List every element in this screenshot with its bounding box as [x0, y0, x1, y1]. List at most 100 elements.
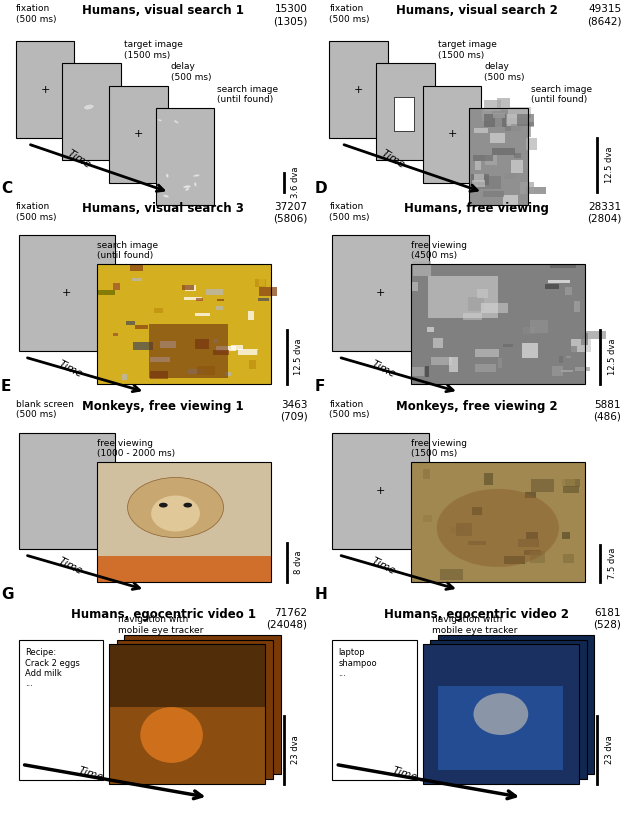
Bar	[574, 301, 580, 312]
Bar	[332, 640, 417, 780]
Text: 3463
(709): 3463 (709)	[280, 400, 308, 422]
Bar	[237, 349, 258, 355]
Text: +: +	[134, 129, 143, 139]
Bar	[149, 324, 228, 378]
Bar	[493, 113, 505, 118]
Bar	[449, 357, 458, 372]
Bar	[571, 339, 591, 353]
FancyBboxPatch shape	[330, 41, 388, 138]
Bar	[413, 261, 431, 276]
Text: Time: Time	[379, 148, 406, 171]
Text: F: F	[314, 379, 324, 394]
Text: target image
(1500 ms): target image (1500 ms)	[438, 40, 497, 59]
Bar	[548, 280, 570, 283]
Bar	[447, 362, 451, 364]
Bar	[248, 311, 255, 320]
Bar	[184, 297, 202, 301]
Bar	[527, 121, 534, 127]
Text: Humans, visual search 2: Humans, visual search 2	[396, 4, 557, 17]
Bar	[472, 180, 485, 186]
Bar	[195, 339, 209, 349]
FancyBboxPatch shape	[332, 235, 429, 351]
Bar	[530, 320, 548, 333]
Bar	[97, 462, 271, 582]
Ellipse shape	[151, 495, 200, 531]
Bar	[217, 298, 224, 301]
Bar	[255, 279, 266, 287]
Bar	[122, 374, 127, 381]
Bar	[485, 155, 497, 165]
Bar	[565, 479, 580, 487]
Bar	[550, 265, 576, 268]
Text: Recipe:
Crack 2 eggs
Add milk
...: Recipe: Crack 2 eggs Add milk ...	[25, 648, 80, 688]
Bar	[484, 115, 506, 127]
Bar	[422, 644, 579, 784]
Bar	[231, 344, 243, 350]
Text: 12.5 dva: 12.5 dva	[294, 339, 303, 375]
Text: 5881
(486): 5881 (486)	[593, 400, 621, 422]
Bar	[472, 507, 481, 515]
Bar	[150, 371, 168, 378]
Bar	[469, 108, 528, 205]
Bar	[116, 639, 273, 779]
Bar	[19, 640, 103, 780]
Bar	[518, 539, 539, 546]
Bar	[525, 492, 536, 499]
Bar	[97, 462, 271, 582]
Bar	[97, 265, 271, 384]
Bar	[522, 344, 538, 358]
Bar	[433, 338, 443, 348]
Text: Monkeys, free viewing 1: Monkeys, free viewing 1	[83, 400, 244, 413]
Text: Time: Time	[56, 556, 84, 577]
Bar	[438, 634, 594, 774]
Bar	[511, 160, 523, 173]
Bar	[481, 303, 508, 313]
Bar	[476, 364, 496, 372]
Bar	[156, 108, 214, 205]
Bar	[124, 634, 280, 774]
Bar	[504, 173, 516, 179]
Text: delay
(500 ms): delay (500 ms)	[484, 63, 525, 82]
Bar	[440, 569, 463, 580]
Bar	[503, 344, 513, 348]
Ellipse shape	[193, 175, 200, 176]
Bar	[129, 265, 143, 270]
Bar	[428, 276, 498, 318]
Text: H: H	[314, 587, 327, 602]
Text: 23 dva: 23 dva	[605, 736, 614, 765]
Text: fixation
(500 ms): fixation (500 ms)	[330, 4, 370, 24]
Text: Humans, visual search 3: Humans, visual search 3	[83, 202, 244, 215]
Bar	[394, 97, 414, 131]
Bar	[517, 114, 534, 126]
Text: Time: Time	[77, 765, 105, 783]
Bar	[526, 138, 538, 149]
Text: delay
(500 ms): delay (500 ms)	[171, 63, 211, 82]
Bar	[216, 306, 223, 310]
Bar	[563, 486, 579, 494]
Bar	[564, 287, 572, 295]
Bar	[216, 346, 236, 351]
Bar	[257, 350, 262, 358]
Bar	[113, 334, 118, 336]
Text: Humans, visual search 1: Humans, visual search 1	[83, 4, 244, 17]
Bar	[475, 349, 499, 357]
Text: free viewing
(1000 - 2000 ms): free viewing (1000 - 2000 ms)	[97, 438, 175, 458]
Text: Monkeys, free viewing 2: Monkeys, free viewing 2	[396, 400, 557, 413]
Bar	[511, 124, 531, 137]
Text: fixation
(500 ms): fixation (500 ms)	[16, 202, 56, 222]
Bar	[438, 686, 563, 770]
Bar	[473, 155, 493, 162]
Bar	[544, 266, 550, 271]
Bar	[566, 356, 571, 358]
Bar	[505, 124, 520, 131]
Bar	[525, 531, 538, 540]
FancyBboxPatch shape	[63, 63, 121, 161]
Text: search image
(until found): search image (until found)	[531, 85, 592, 104]
Bar	[259, 287, 277, 296]
Ellipse shape	[157, 119, 162, 121]
Ellipse shape	[140, 707, 203, 763]
Bar	[562, 532, 570, 540]
Text: fixation
(500 ms): fixation (500 ms)	[16, 4, 56, 24]
Bar	[430, 639, 587, 779]
Bar	[470, 174, 490, 185]
